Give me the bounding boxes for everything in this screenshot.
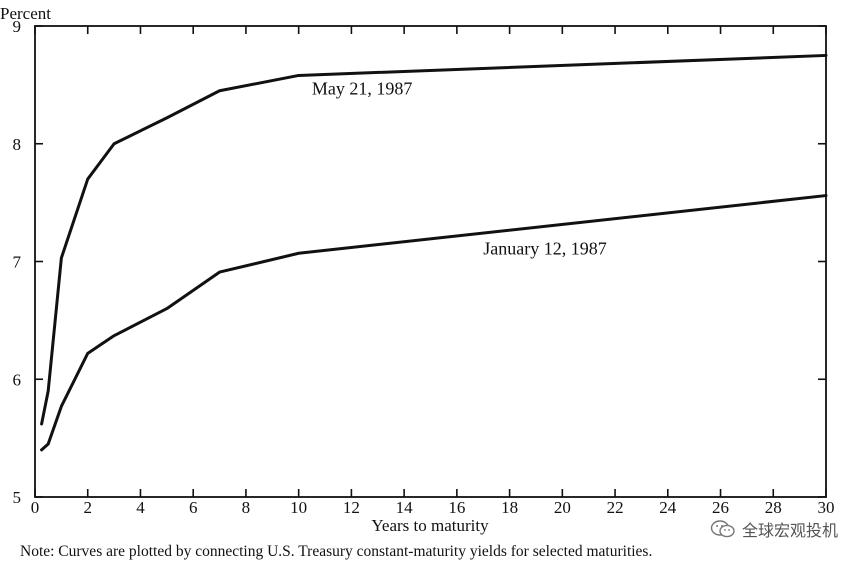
x-tick-label: 2	[83, 498, 92, 517]
x-tick-label: 8	[242, 498, 251, 517]
series-line-may	[40, 53, 828, 426]
y-axis-ticks: 5 6 7 8 9	[13, 17, 826, 507]
series-label-january: January 12, 1987	[483, 238, 606, 258]
x-tick-label: 14	[396, 498, 414, 517]
series-line-january	[40, 194, 828, 452]
y-tick-label: 9	[13, 17, 22, 36]
y-tick-label: 7	[13, 253, 22, 272]
y-axis-title: Percent	[0, 4, 51, 23]
series-label-may: May 21, 1987	[312, 78, 413, 98]
x-tick-label: 28	[765, 498, 782, 517]
x-tick-label: 12	[343, 498, 360, 517]
x-tick-label: 24	[659, 498, 677, 517]
x-tick-label: 30	[818, 498, 835, 517]
x-tick-label: 26	[712, 498, 729, 517]
watermark-text: 全球宏观投机	[741, 521, 838, 540]
y-tick-label: 5	[13, 488, 22, 507]
x-axis-ticks: 0 2 4 6 8 10 12 14 16 18 20 22 24 26 28 30	[31, 26, 835, 517]
x-tick-label: 16	[448, 498, 465, 517]
chart-note: Note: Curves are plotted by connecting U…	[20, 543, 653, 560]
y-tick-label: 8	[13, 135, 22, 154]
series-lines	[40, 53, 828, 452]
watermark: 全球宏观投机	[710, 517, 838, 541]
x-tick-label: 20	[554, 498, 571, 517]
x-tick-label: 18	[501, 498, 518, 517]
x-axis-title: Years to maturity	[371, 516, 489, 535]
x-tick-label: 10	[290, 498, 307, 517]
series-labels: May 21, 1987 January 12, 1987	[312, 78, 607, 258]
wechat-icon	[710, 520, 735, 538]
x-tick-label: 0	[31, 498, 40, 517]
y-tick-label: 6	[13, 370, 22, 389]
x-tick-label: 6	[189, 498, 198, 517]
plot-frame	[34, 25, 827, 498]
x-tick-label: 22	[607, 498, 624, 517]
x-tick-label: 4	[136, 498, 145, 517]
